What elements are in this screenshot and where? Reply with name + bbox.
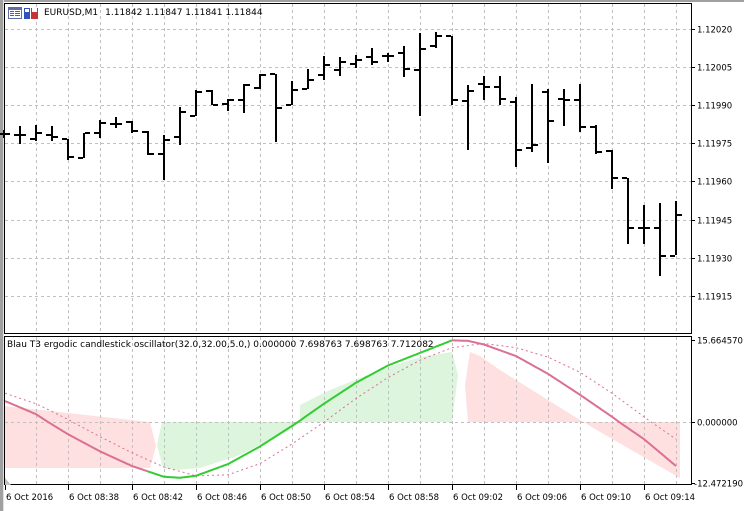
signal-line xyxy=(4,342,677,477)
time-tick-label: 6 Oct 08:42 xyxy=(133,493,183,503)
time-tick-label: 6 Oct 08:38 xyxy=(69,493,119,503)
ohlc-bar xyxy=(638,205,650,244)
ohlc-bar xyxy=(526,84,538,152)
price-tick-label: 1.12020 xyxy=(697,26,732,36)
ohlc-bar xyxy=(366,48,378,65)
ohlc-bar xyxy=(94,120,106,138)
ohlc-bar xyxy=(302,69,314,90)
time-tick-label: 6 Oct 09:02 xyxy=(453,493,503,503)
ohlc-bar xyxy=(270,73,282,142)
ohlc-bar xyxy=(222,99,234,111)
ohlc-bar xyxy=(510,97,522,167)
ohlc-bar xyxy=(142,131,154,155)
ohlc-bar xyxy=(286,81,298,106)
ohlc-bar xyxy=(254,74,266,89)
price-tick-label: 1.11915 xyxy=(697,293,732,303)
ohlc-bar xyxy=(318,56,330,80)
ohlc-bar xyxy=(382,53,394,62)
price-tick-label: 1.12005 xyxy=(697,64,732,74)
ohlc-bar xyxy=(14,126,26,144)
oscillator-up-line xyxy=(147,339,453,479)
ohlc-bar xyxy=(62,138,74,160)
indicator-panel-border xyxy=(4,336,692,485)
indicator-title: Blau T3 ergodic candlestick oscillator(3… xyxy=(7,340,434,350)
ohlc-bar xyxy=(622,177,634,244)
time-tick-label: 6 Oct 08:50 xyxy=(261,493,311,503)
ohlc-bar xyxy=(558,89,570,126)
ohlc-bar xyxy=(334,57,346,76)
main-chart-border xyxy=(4,3,692,334)
oscillator-down-line xyxy=(451,339,677,467)
oscillator-histogram-fill xyxy=(5,352,680,478)
ohlc-bar xyxy=(126,121,138,133)
ohlc-bar xyxy=(238,84,250,113)
ohlc-bar xyxy=(478,76,490,100)
ohlc-bar xyxy=(190,90,202,117)
ohlc-values: 1.11842 1.11847 1.11841 1.11844 xyxy=(105,8,263,18)
indicator-tick-label: 0.000000 xyxy=(697,419,738,429)
price-tick-label: 1.11975 xyxy=(697,140,732,150)
ohlc-bar xyxy=(414,33,426,116)
time-tick-label: 6 Oct 09:06 xyxy=(517,493,567,503)
oscillator-lines xyxy=(4,339,677,479)
ohlc-bar xyxy=(0,130,10,138)
window-frame-left xyxy=(0,0,3,511)
oscillator-down-line xyxy=(4,400,149,473)
indicator-axis[interactable]: 15.664570 0.000000 -12.472190 xyxy=(691,337,743,490)
save-template-icon[interactable] xyxy=(24,7,38,19)
ohlc-bar xyxy=(606,150,618,189)
ohlc-bar xyxy=(670,201,682,257)
ohlc-bar xyxy=(542,89,554,163)
ohlc-bar xyxy=(78,132,90,159)
ohlc-bar xyxy=(174,107,186,145)
main-grid xyxy=(5,4,691,333)
time-tick-label: 6 Oct 2016 xyxy=(6,493,53,503)
indicator-grid xyxy=(5,337,691,484)
window-frame-left-inner xyxy=(3,0,4,511)
price-tick-label: 1.11990 xyxy=(697,102,732,112)
chart-properties-icon[interactable] xyxy=(8,7,22,19)
ohlc-bar xyxy=(430,32,442,48)
time-tick-label: 6 Oct 09:14 xyxy=(645,493,695,503)
ohlc-bar xyxy=(110,117,122,128)
ohlc-bar xyxy=(46,126,58,141)
price-axis[interactable]: 1.12020 1.12005 1.11990 1.11975 1.11960 1.119… xyxy=(691,26,732,303)
price-tick-label: 1.11960 xyxy=(697,178,732,188)
scroll-shift-marker[interactable] xyxy=(5,478,11,485)
ohlc-bar xyxy=(206,90,218,106)
indicator-tick-label: -12.472190 xyxy=(694,480,743,490)
time-tick-label: 6 Oct 08:54 xyxy=(325,493,375,503)
ohlc-bar xyxy=(654,203,666,276)
ohlc-bar xyxy=(30,125,42,141)
ohlc-bar xyxy=(350,55,362,68)
window-frame-top xyxy=(0,0,744,2)
time-axis[interactable]: 6 Oct 2016 6 Oct 08:38 6 Oct 08:42 6 Oct 08… xyxy=(5,485,696,503)
price-bars xyxy=(0,32,682,276)
price-tick-label: 1.11945 xyxy=(697,217,732,227)
chart-title-bar: EURUSD,M1 1.11842 1.11847 1.11841 1.1184… xyxy=(8,6,263,20)
indicator-tick-label: 15.664570 xyxy=(697,337,743,347)
ohlc-bar xyxy=(494,76,506,105)
ohlc-bar xyxy=(590,125,602,154)
symbol-label: EURUSD,M1 xyxy=(44,8,99,18)
price-tick-label: 1.11930 xyxy=(697,255,732,265)
time-tick-label: 6 Oct 09:10 xyxy=(581,493,631,503)
time-tick-label: 6 Oct 08:46 xyxy=(197,493,247,503)
ohlc-bar xyxy=(462,85,474,150)
ohlc-bar xyxy=(158,135,170,180)
ohlc-bar xyxy=(446,35,458,105)
time-tick-label: 6 Oct 08:58 xyxy=(389,493,439,503)
ohlc-bar xyxy=(574,84,586,132)
ohlc-bar xyxy=(398,46,410,77)
